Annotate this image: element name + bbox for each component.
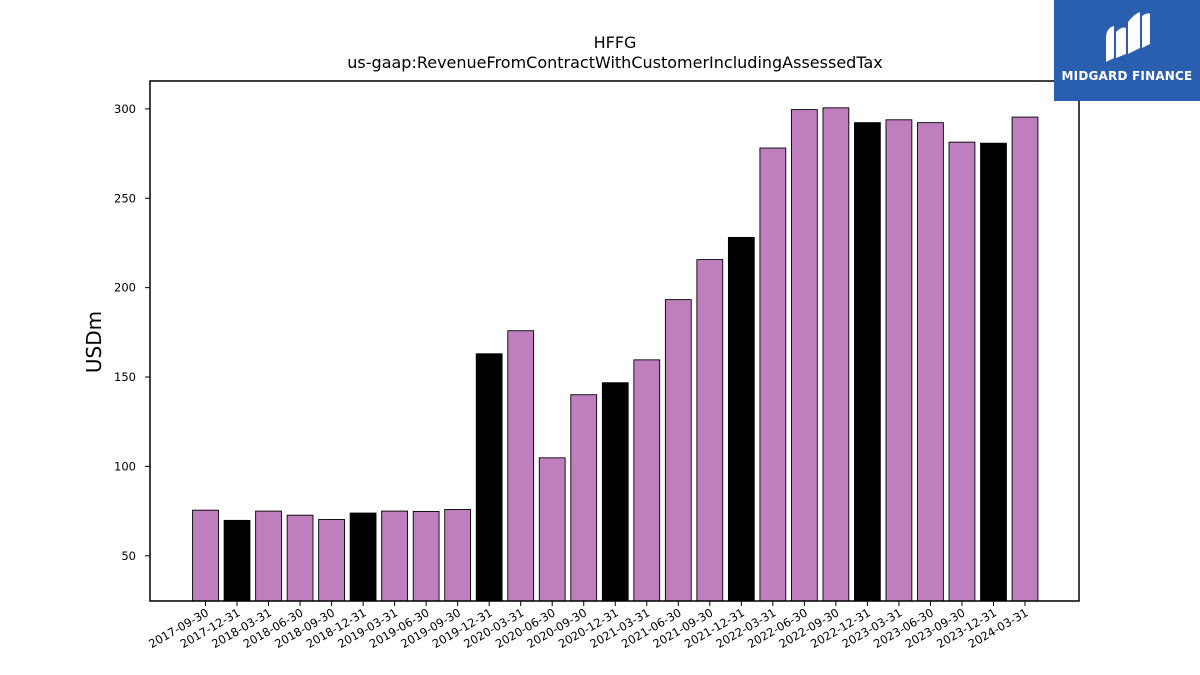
bar-2019-12-31 — [475, 353, 503, 602]
bar-2024-03-31 — [1011, 116, 1039, 602]
bar-2021-03-31 — [633, 359, 661, 602]
chart-title: HFFG — [594, 33, 637, 52]
bar-2022-12-31 — [854, 122, 881, 602]
bar-2019-06-30 — [412, 510, 440, 602]
bar-2020-12-31 — [601, 382, 629, 602]
logo-text: MIDGARD FINANCE — [1061, 69, 1193, 83]
y-tick-label: 300 — [114, 102, 136, 116]
midgard-logo-icon — [1106, 12, 1150, 62]
y-tick-label: 200 — [114, 281, 136, 295]
bar-2022-06-30 — [790, 109, 818, 602]
y-tick-label: 150 — [114, 370, 136, 384]
bar-2021-06-30 — [664, 299, 692, 602]
midgard-finance-logo: MIDGARD FINANCE — [1054, 0, 1200, 101]
x-axis-ticks: 2017-09-302017-12-312018-03-312018-06-30… — [146, 601, 1031, 651]
bar-2018-03-31 — [255, 510, 282, 602]
bar-2021-12-31 — [727, 236, 755, 602]
y-tick-label: 100 — [114, 459, 136, 473]
bar-2023-09-30 — [948, 141, 976, 602]
bar-2020-09-30 — [570, 394, 598, 602]
y-tick-label: 250 — [114, 191, 136, 205]
chart-subtitle: us-gaap:RevenueFromContractWithCustomerI… — [347, 53, 882, 72]
bar-2023-06-30 — [917, 122, 944, 602]
y-axis-label: USDm — [82, 311, 106, 373]
bar-2023-12-31 — [980, 142, 1007, 602]
y-axis-ticks: 50 100 150 200 250 300 — [114, 102, 150, 563]
bars-group — [192, 107, 1039, 602]
bar-2020-06-30 — [538, 457, 566, 602]
bar-2017-12-31 — [223, 519, 251, 602]
bar-2017-09-30 — [192, 509, 219, 602]
bar-2020-03-31 — [507, 330, 535, 602]
y-tick-label: 50 — [121, 549, 136, 563]
bar-2023-03-31 — [885, 119, 913, 602]
bar-2022-09-30 — [822, 107, 850, 602]
bar-2022-03-31 — [759, 147, 787, 602]
bar-2018-12-31 — [349, 512, 377, 602]
bar-2018-06-30 — [286, 514, 314, 602]
plot-frame — [149, 80, 1080, 602]
bar-2019-03-31 — [381, 510, 408, 602]
bar-2018-09-30 — [318, 519, 345, 602]
bar-2019-09-30 — [444, 509, 472, 602]
bar-2021-09-30 — [696, 259, 724, 602]
